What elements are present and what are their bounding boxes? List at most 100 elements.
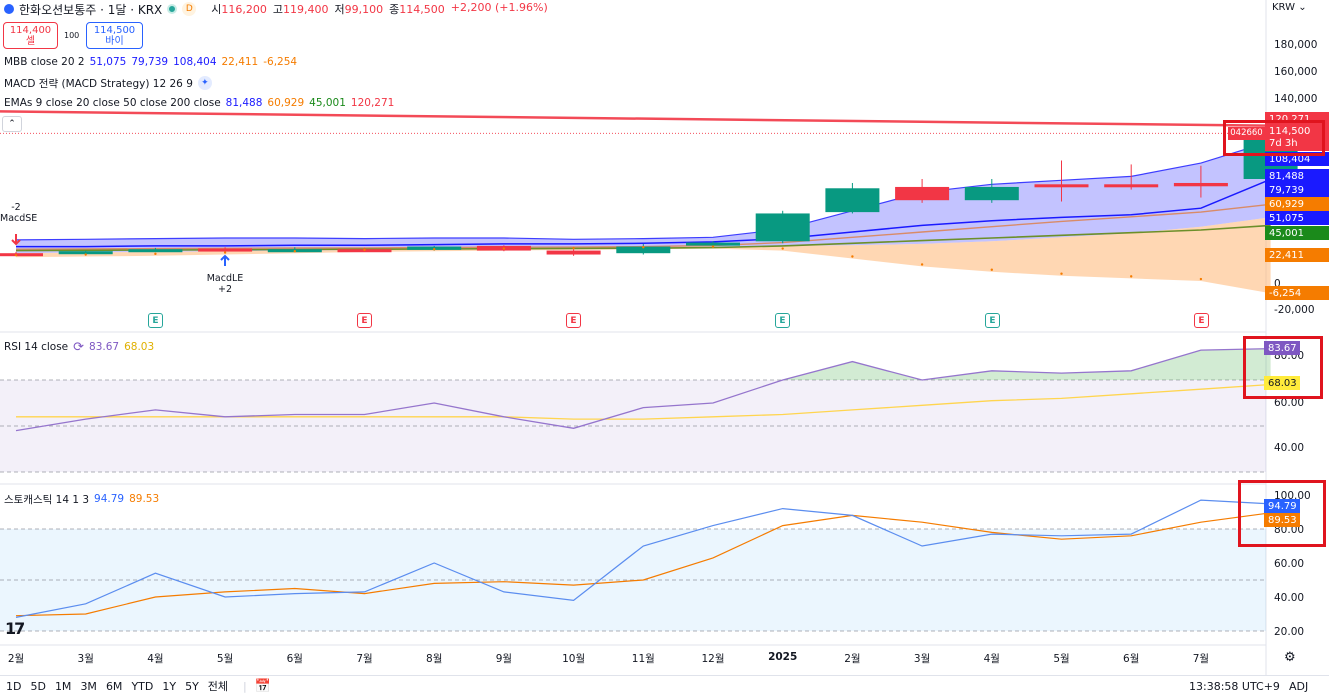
time-axis-label: 7월	[356, 653, 373, 665]
lower-band-fill	[16, 217, 1271, 294]
mbb-legend[interactable]: MBB close 20 2 51,075 79,739 108,404 22,…	[4, 56, 298, 68]
sell-arrow-icon	[11, 234, 21, 246]
calendar-icon[interactable]: 📅	[254, 678, 271, 694]
stoch-axis-label: 60.00	[1274, 558, 1305, 570]
rsi-line	[15, 347, 1271, 432]
symbol-header: 한화오션보통주 · 1달 · KRX D 시116,200 고119,400 저…	[4, 1, 548, 17]
rsi-axis-label: 40.00	[1274, 442, 1305, 454]
band-dot	[433, 248, 436, 251]
rsi-overbought-fill	[16, 348, 1271, 380]
emas-legend[interactable]: EMAs 9 close 20 close 50 close 200 close…	[4, 97, 395, 109]
stoch-axis-label: 20.00	[1274, 626, 1305, 638]
band-dot	[1130, 275, 1133, 278]
candle-body	[1034, 184, 1089, 188]
collapse-legend-button[interactable]: ⌃	[2, 116, 22, 132]
chevron-down-icon: ⌄	[1298, 2, 1307, 13]
time-axis-label: 3월	[913, 653, 931, 665]
time-axis-label: 6월	[1123, 653, 1140, 665]
band3-price-tag: -6,254	[1265, 286, 1329, 300]
settings-sparkle-icon[interactable]: ✦	[197, 76, 212, 90]
ema9-price-tag: 81,488	[1265, 169, 1329, 183]
earnings-icon[interactable]: E	[1194, 313, 1209, 328]
candle-body	[546, 250, 601, 255]
time-axis-label: 3월	[77, 653, 94, 665]
band-dot	[851, 255, 854, 258]
highlight-frame	[1223, 120, 1325, 156]
ema50-price-tag: 45,001	[1265, 226, 1329, 240]
range-1d-button[interactable]: 1D	[6, 679, 22, 693]
time-axis-label: 4월	[147, 653, 164, 665]
time-axis-label: 11월	[631, 653, 655, 665]
countdown-label: 7d 3h	[1269, 138, 1298, 149]
stoch-legend[interactable]: 스토캐스틱 14 1 3 94.79 89.53	[4, 493, 160, 506]
rsi-legend[interactable]: RSI 14 close ⟳ 83.67 68.03	[4, 339, 155, 355]
range-5d-button[interactable]: 5D	[30, 679, 46, 693]
candle-body	[686, 242, 740, 246]
time-axis-label: 2월	[7, 653, 25, 665]
time-axis-label: 5월	[1053, 653, 1070, 665]
earnings-icon[interactable]: E	[148, 313, 163, 328]
price-axis-label: 180,000	[1274, 39, 1318, 51]
band-dot	[14, 253, 18, 257]
band-dot	[1199, 277, 1203, 281]
band-dot	[293, 250, 296, 253]
range-1m-button[interactable]: 1M	[54, 679, 72, 693]
candle-body	[755, 213, 810, 242]
earnings-icon[interactable]: E	[775, 313, 790, 328]
buy-arrow-icon	[220, 254, 230, 266]
range-5y-button[interactable]: 5Y	[185, 679, 199, 693]
range-ytd-button[interactable]: YTD	[131, 679, 154, 693]
range-6m-button[interactable]: 6M	[105, 679, 123, 693]
adj-toggle[interactable]: ADJ	[1289, 679, 1309, 693]
mbb-mid-line	[16, 178, 1271, 248]
highlight-frame	[1238, 480, 1326, 547]
buy-button[interactable]: 114,500 바이	[86, 22, 143, 49]
range-1y-button[interactable]: 1Y	[162, 679, 177, 693]
ohlc-values: 시116,200 고119,400 저99,100 종114,500 +2,20…	[211, 1, 548, 16]
stoch-axis-label: 40.00	[1274, 592, 1305, 604]
band-dot	[154, 252, 157, 256]
spread-value: 100	[64, 31, 80, 40]
time-axis-label: 4월	[983, 653, 1000, 665]
exchange-logo-icon	[4, 4, 14, 14]
earnings-icon[interactable]: E	[985, 313, 1000, 328]
rsi-value-tag: 83.67	[1264, 341, 1300, 355]
change-value: +2,200 (+1.96%)	[450, 1, 548, 14]
candle-body	[198, 248, 253, 252]
time-axis-label: 5월	[216, 653, 234, 665]
band-dot	[920, 263, 924, 266]
band-dot	[711, 245, 715, 248]
stoch-axis-label: 80.00	[1274, 524, 1305, 536]
band-dot	[781, 247, 784, 250]
refresh-icon[interactable]: ⟳	[73, 339, 85, 355]
range-3m-button[interactable]: 3M	[80, 679, 97, 693]
earnings-icon[interactable]: E	[357, 313, 372, 328]
tradingview-logo-icon[interactable]: 17	[5, 619, 25, 638]
symbol-title[interactable]: 한화오션보통주 · 1달 · KRX	[19, 2, 163, 17]
candle-body	[58, 251, 113, 255]
price-axis-label: -20,000	[1274, 304, 1315, 316]
rsi-axis-label: 60.00	[1274, 397, 1305, 409]
macd-long-signal: MacdLE +2	[206, 273, 244, 295]
price-axis-label: 140,000	[1274, 93, 1318, 105]
market-status-icon	[167, 4, 178, 14]
earnings-icon[interactable]: E	[566, 313, 581, 328]
gear-icon[interactable]: ⚙	[1284, 650, 1296, 665]
time-axis-label: 2025	[768, 651, 798, 663]
candle-body	[964, 186, 1019, 201]
band-dot	[990, 268, 993, 271]
band-dot	[84, 253, 87, 256]
stoch-k-tag: 94.79	[1264, 499, 1300, 513]
range-all-button[interactable]: 전체	[207, 680, 229, 693]
bottom-toolbar: 1D 5D 1M 3M 6M YTD 1Y 5Y 전체 | 📅 13:38:58…	[0, 675, 1329, 696]
price-axis-label: 160,000	[1274, 66, 1318, 78]
time-axis-label: 9월	[495, 653, 513, 665]
macd-legend[interactable]: MACD 전략 (MACD Strategy) 12 26 9 ✦	[4, 76, 212, 90]
stoch-k-line	[15, 499, 1271, 618]
clock-label[interactable]: 13:38:58 UTC+9	[1189, 679, 1280, 693]
sell-button[interactable]: 114,400 셀	[3, 22, 58, 49]
chevron-up-icon: ⌃	[8, 119, 16, 129]
currency-selector[interactable]: KRW ⌄	[1272, 2, 1307, 13]
mbb-lower-price-tag: 51,075	[1265, 211, 1329, 225]
